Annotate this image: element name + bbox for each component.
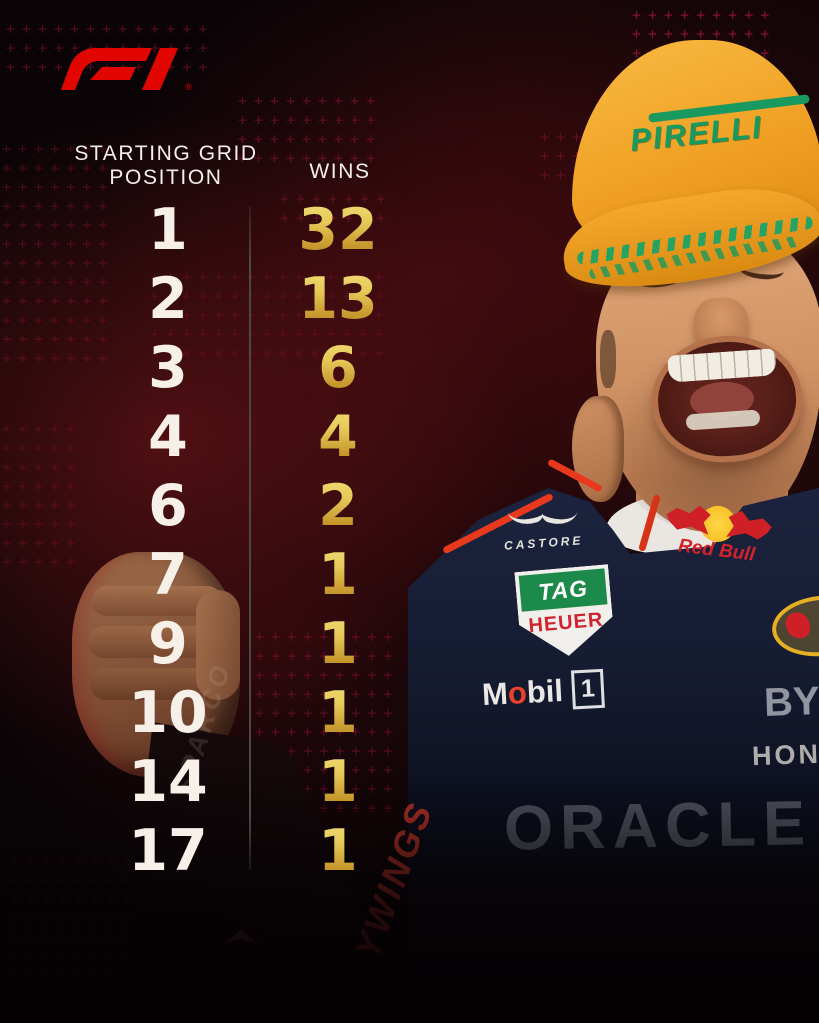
- wins-value: 1: [278, 541, 398, 610]
- mobil-one-box: 1: [570, 668, 605, 710]
- wins-value: 1: [278, 748, 398, 817]
- grid-position-value: 2: [148, 266, 188, 332]
- fist-thumb: [196, 590, 240, 700]
- wins-value: 13: [278, 265, 398, 334]
- grid-position-value: 14: [128, 749, 208, 815]
- column-divider: [249, 206, 251, 870]
- wins-column: 32 13 6 4 2 1 1 1 1 1: [278, 196, 398, 886]
- f1-logo: ®: [58, 46, 192, 92]
- mobil-text: MoMobilbil: [481, 672, 564, 712]
- red-bull-patch: Red Bull: [648, 478, 788, 581]
- grid-position-value: 9: [148, 611, 188, 677]
- red-bull-bull-icon: [665, 502, 712, 535]
- sponsor-text-bybit: BY: [763, 679, 819, 725]
- tag-heuer-green-band: TAG: [519, 568, 608, 611]
- wins-value: 1: [278, 679, 398, 748]
- mobil1-logo: MoMobilbil 1: [481, 668, 605, 714]
- grid-position-value: 3: [148, 335, 188, 401]
- grid-position-value: 1: [148, 197, 188, 263]
- red-bull-oval-bull: [784, 611, 812, 640]
- grid-position-value: 10: [128, 680, 208, 746]
- grid-position-header-line1: STARTING GRID: [74, 142, 258, 165]
- grid-position-column: 1 2 3 4 6 7 9 10 14 17: [56, 196, 280, 886]
- tag-text: TAG: [537, 574, 589, 605]
- registered-mark: ®: [185, 82, 192, 92]
- wins-value: 32: [278, 196, 398, 265]
- wins-value: 1: [278, 610, 398, 679]
- wins-value: 2: [278, 472, 398, 541]
- bottom-fade: [0, 760, 819, 1023]
- wins-header: WINS: [309, 160, 371, 183]
- sideburn: [600, 330, 616, 388]
- grid-position-value: 7: [148, 542, 188, 608]
- f1-logo-graphic: [61, 48, 178, 90]
- grid-position-value: 17: [128, 818, 208, 884]
- wins-value: 6: [278, 334, 398, 403]
- wins-value: 1: [278, 817, 398, 886]
- wins-value: 4: [278, 403, 398, 472]
- grid-position-value: 6: [148, 473, 188, 539]
- grid-position-value: 4: [148, 404, 188, 470]
- grid-position-header: STARTING GRID POSITION: [40, 142, 292, 190]
- grid-position-header-line2: POSITION: [109, 166, 223, 189]
